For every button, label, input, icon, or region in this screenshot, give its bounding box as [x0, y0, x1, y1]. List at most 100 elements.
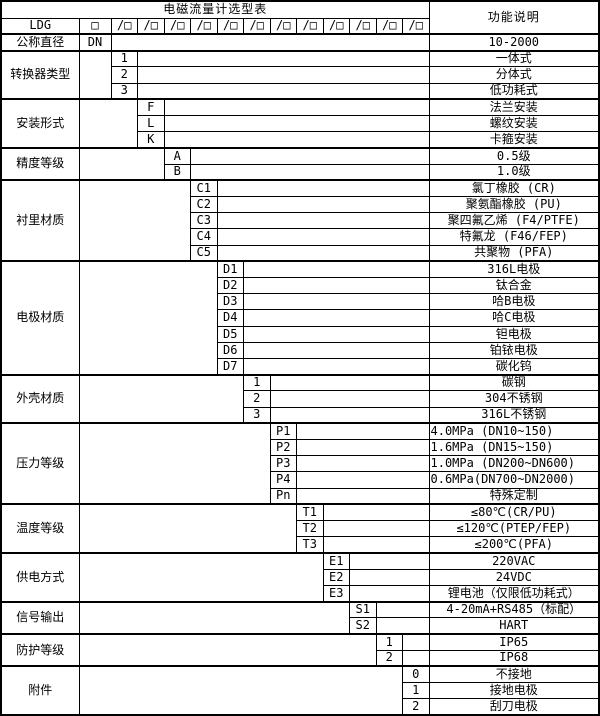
empty-region [78, 373, 244, 424]
option-code: 1 [375, 632, 403, 651]
section-label: 供电方式 [0, 551, 80, 603]
option-desc: 一体式 [428, 49, 600, 68]
option-desc: 特殊定制 [428, 487, 600, 505]
empty-region [296, 471, 430, 489]
empty-region [78, 179, 191, 262]
model-code-slot: /□ [110, 17, 138, 35]
section-label: 精度等级 [0, 146, 80, 181]
empty-region [137, 66, 430, 84]
option-desc: 卡箍安装 [428, 131, 600, 149]
option-desc: ≤200℃(PFA) [428, 536, 600, 554]
option-desc: IP68 [428, 649, 600, 667]
empty-region [269, 373, 430, 392]
empty-region [243, 260, 430, 278]
empty-region [78, 49, 112, 100]
section-row: C3 聚四氟乙烯 (F4/PTFE) [1, 212, 600, 230]
empty-region [349, 568, 430, 586]
option-desc: 不接地 [428, 665, 600, 684]
option-desc: 接地电极 [428, 682, 600, 700]
option-desc: 4-20mA+RS485（标配） [428, 600, 600, 619]
model-code-slot: /□ [163, 17, 191, 35]
section-label: 温度等级 [0, 503, 80, 554]
option-code: D2 [216, 276, 244, 295]
option-code: E2 [322, 568, 350, 586]
option-code: E1 [322, 551, 350, 570]
empty-region [269, 390, 430, 408]
option-desc: 碳化钨 [428, 357, 600, 376]
section-row: 温度等级 T1 ≤80℃(CR/PU) [0, 503, 600, 554]
section-row: C2 聚氨酯橡胶 (PU) [1, 195, 600, 214]
model-code-slot: /□ [296, 17, 324, 35]
option-desc: 316L电极 [428, 260, 600, 278]
section-row: 精度等级 A 0.5级 [0, 146, 600, 181]
empty-region [216, 228, 430, 246]
empty-region [190, 146, 430, 165]
empty-region [269, 406, 430, 424]
empty-region [243, 276, 430, 295]
empty-region [137, 82, 430, 100]
option-desc: 哈C电极 [428, 309, 600, 327]
empty-region [110, 33, 430, 52]
empty-region [402, 649, 430, 667]
header-row: 电磁流量计选型表 功能说明 [0, 0, 600, 35]
option-code: D3 [216, 293, 244, 311]
option-desc: ≤80℃(CR/PU) [428, 503, 600, 522]
option-code: D1 [216, 260, 244, 278]
empty-region [78, 665, 403, 716]
empty-region [375, 617, 430, 635]
empty-region [322, 503, 430, 522]
section-row: 衬里材质 C1 氯丁橡胶 (CR) [0, 179, 600, 262]
empty-region [137, 49, 430, 68]
option-code: DN [78, 33, 112, 52]
section-label: 防护等级 [0, 632, 80, 667]
section-row: D2 钛合金 [1, 276, 600, 295]
section-label: 外壳材质 [0, 373, 80, 424]
option-desc: 聚四氟乙烯 (F4/PTFE) [428, 212, 600, 230]
option-desc: 钽电极 [428, 325, 600, 343]
empty-region [296, 455, 430, 473]
section-row: E2 24VDC [1, 568, 600, 586]
section-label: 信号输出 [0, 600, 80, 635]
option-code: 3 [243, 406, 271, 424]
section-label: 电极材质 [0, 260, 80, 376]
section-row: 2 刮刀电极 [1, 698, 600, 716]
section-row: 附件 0 不接地 [0, 665, 600, 716]
option-desc: 铂铱电极 [428, 341, 600, 359]
section-row: 外壳材质 1 碳钢 [0, 373, 600, 424]
option-code: Pn [269, 487, 297, 505]
option-code: 3 [110, 82, 138, 100]
option-desc: 低功耗式 [428, 82, 600, 100]
model-code-slot: /□ [322, 17, 350, 35]
empty-region [78, 503, 297, 554]
section-row: Pn 特殊定制 [1, 487, 600, 505]
option-desc: 316L不锈钢 [428, 406, 600, 424]
empty-region [78, 422, 271, 505]
section-label: 转换器类型 [0, 49, 80, 100]
empty-region [243, 309, 430, 327]
section-row: 供电方式 E1 220VAC [0, 551, 600, 603]
option-desc: 特氟龙 (F46/FEP) [428, 228, 600, 246]
option-desc: 0.5级 [428, 146, 600, 165]
option-code: T3 [296, 536, 324, 554]
section-row: 信号输出 S1 4-20mA+RS485（标配） [0, 600, 600, 635]
option-code: C3 [190, 212, 218, 230]
option-desc: 220VAC [428, 551, 600, 570]
option-code: T1 [296, 503, 324, 522]
option-code: B [163, 163, 191, 181]
section-row: 转换器类型 1 一体式 [0, 49, 600, 100]
option-desc: 1.0MPa (DN200~DN600) [428, 455, 600, 473]
empty-region [78, 632, 377, 667]
section-row: D5 钽电极 [1, 325, 600, 343]
model-code-slot: /□ [269, 17, 297, 35]
option-code: 2 [375, 649, 403, 667]
option-code: 2 [243, 390, 271, 408]
option-desc: 氯丁橡胶 (CR) [428, 179, 600, 197]
option-code: C4 [190, 228, 218, 246]
option-code: F [137, 98, 165, 116]
option-code: K [137, 131, 165, 149]
option-code: P4 [269, 471, 297, 489]
section-row: 公称直径 DN 10-2000 [0, 33, 600, 52]
option-desc: 聚氨酯橡胶 (PU) [428, 195, 600, 214]
option-desc: 1.6MPa (DN15~150) [428, 438, 600, 457]
